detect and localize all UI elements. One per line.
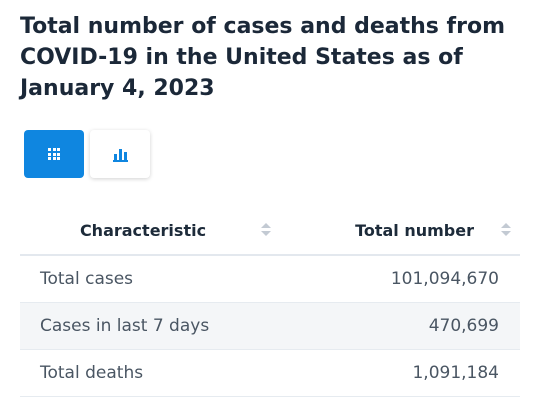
row-value: 470,699 bbox=[292, 302, 520, 350]
table-row: Total deaths 1,091,184 bbox=[20, 349, 520, 397]
table-row: Cases in last 7 days 470,699 bbox=[20, 302, 520, 350]
column-header-label: Characteristic bbox=[79, 221, 207, 240]
table-view-button[interactable] bbox=[24, 130, 84, 178]
table-header-row: Characteristic Total number bbox=[20, 207, 520, 256]
chart-view-button[interactable] bbox=[90, 130, 150, 178]
table-row: Total cases 101,094,670 bbox=[20, 255, 520, 303]
data-table: Characteristic Total number Total cases … bbox=[20, 207, 520, 397]
bar-chart-icon bbox=[112, 147, 128, 162]
row-value: 101,094,670 bbox=[292, 255, 520, 303]
grid-icon bbox=[48, 148, 60, 160]
sort-icon[interactable] bbox=[500, 222, 512, 238]
row-label: Total cases bbox=[20, 255, 292, 303]
chart-title: Total number of cases and deaths from CO… bbox=[20, 14, 506, 101]
row-label: Cases in last 7 days bbox=[20, 302, 292, 350]
row-label: Total deaths bbox=[20, 349, 292, 397]
row-value: 1,091,184 bbox=[292, 349, 520, 397]
sort-icon[interactable] bbox=[260, 222, 272, 238]
column-header-characteristic[interactable]: Characteristic bbox=[20, 207, 292, 256]
column-header-label: Total number bbox=[355, 221, 474, 240]
column-header-total-number[interactable]: Total number bbox=[292, 207, 520, 256]
